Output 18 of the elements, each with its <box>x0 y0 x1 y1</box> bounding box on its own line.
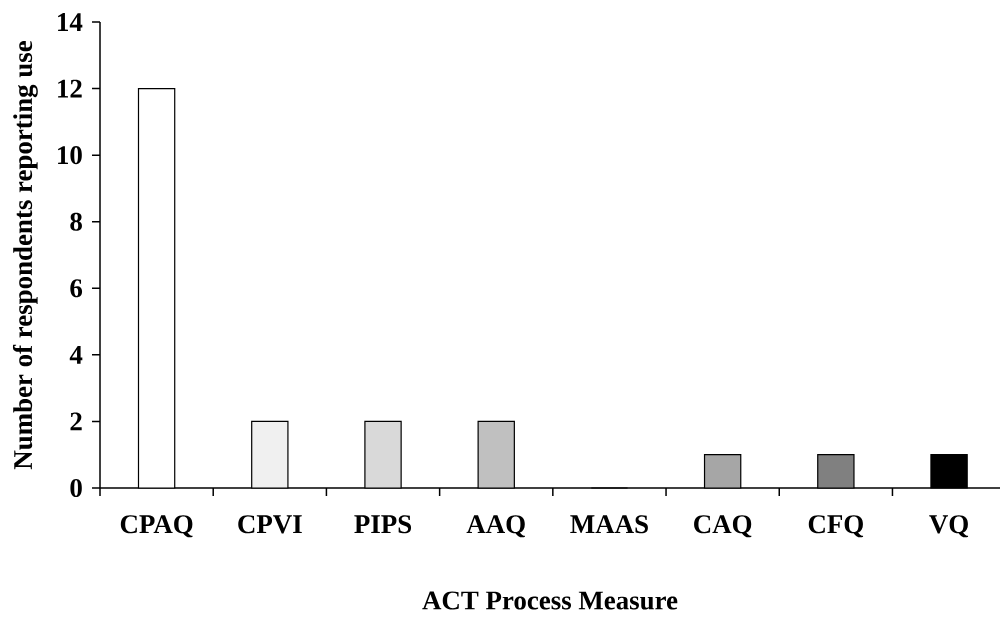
y-tick-label: 4 <box>69 346 83 364</box>
x-tick-label: CPVI <box>238 515 302 534</box>
x-tick-label: CFQ <box>808 515 864 538</box>
y-tick-label: 12 <box>58 79 82 98</box>
y-tick-label: 8 <box>70 212 82 232</box>
y-tick-label: 0 <box>70 479 82 498</box>
y-axis-title: Number of respondents reporting use <box>12 41 38 470</box>
y-tick-label: 2 <box>70 412 82 431</box>
x-tick-label: VQ <box>929 515 969 538</box>
y-tick-label: 6 <box>70 279 83 298</box>
x-tick-label: MAAS <box>570 515 648 534</box>
x-tick-label: AAQ <box>466 515 525 538</box>
x-tick-label: PIPS <box>354 515 412 534</box>
x-tick-label: CAQ <box>694 515 752 538</box>
y-tick-label: 14 <box>58 13 83 32</box>
y-tick-label: 10 <box>58 146 82 165</box>
x-tick-label: CPAQ <box>120 515 193 538</box>
x-axis-title: ACT Process Measure <box>422 591 678 610</box>
